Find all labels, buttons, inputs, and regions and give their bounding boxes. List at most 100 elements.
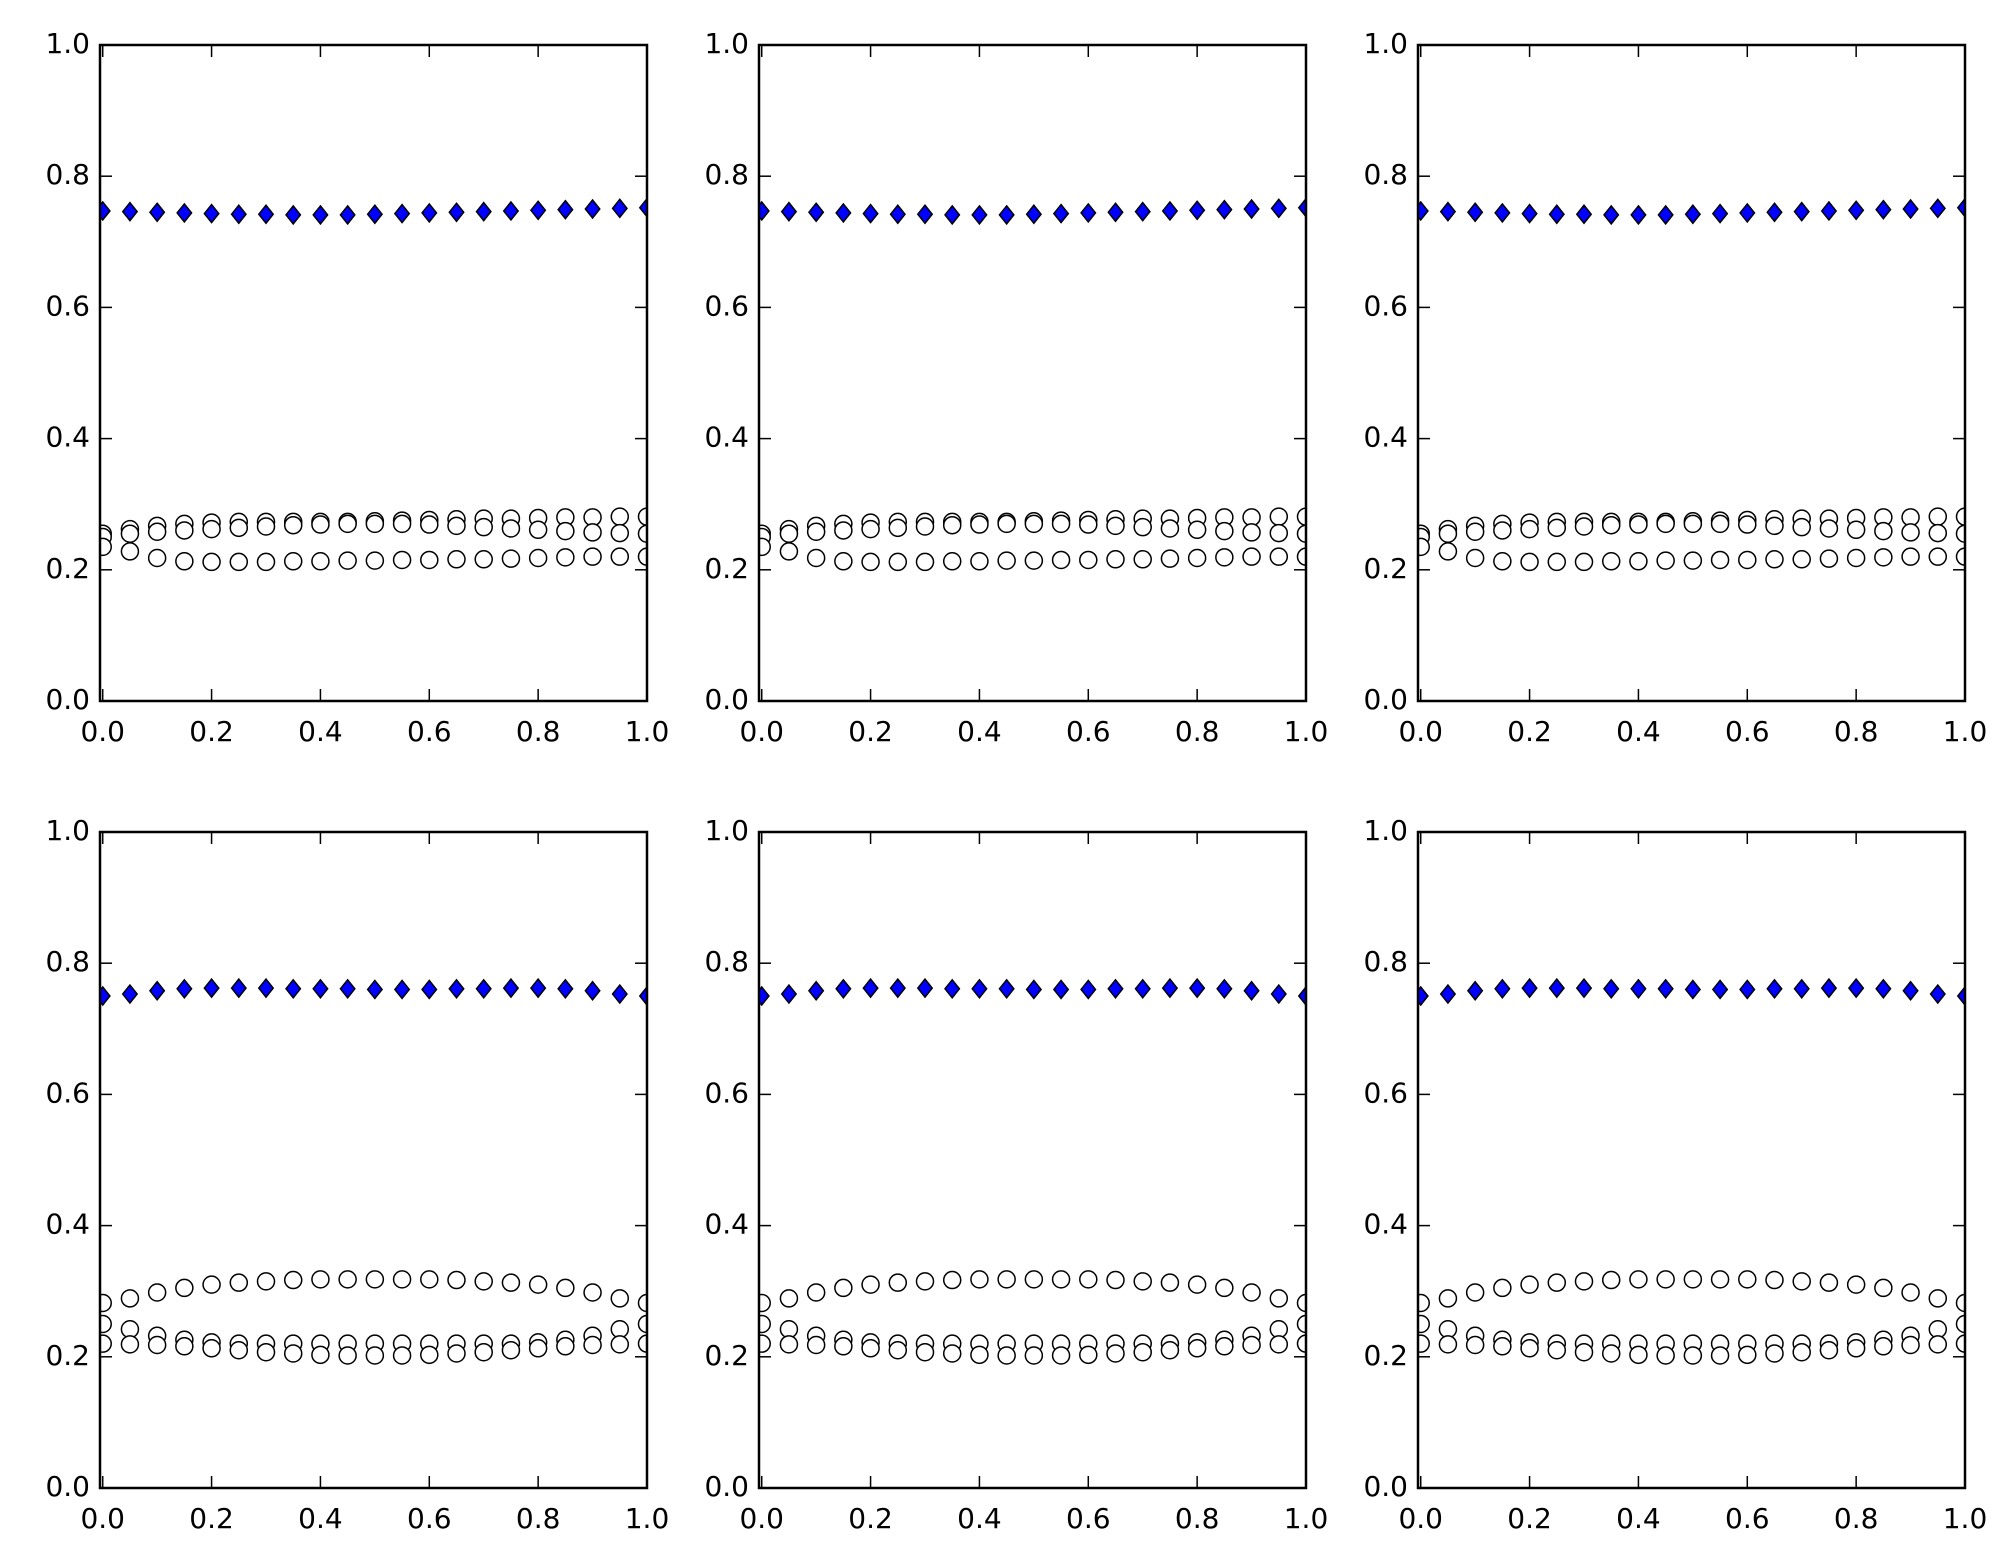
diamond-marker: [835, 202, 852, 224]
circle-marker: [861, 1275, 880, 1294]
x-tick-label: 0.4: [957, 715, 1002, 748]
circle-marker: [1574, 1342, 1594, 1362]
circle-marker: [1215, 1278, 1234, 1298]
x-tick-label: 1.0: [625, 715, 670, 748]
subplot: 0.0 0.2 0.4 0.6 0.8 1.0 0.0 0.2 0.4 0.6 0.8 1.0: [704, 27, 1328, 748]
circle-marker: [100, 537, 112, 557]
circle-marker: [120, 1289, 140, 1308]
circle-marker: [997, 551, 1016, 570]
circle-marker: [338, 551, 357, 570]
series: [1418, 977, 1965, 1007]
circle-marker: [1874, 1337, 1893, 1356]
circle-marker: [1901, 1335, 1920, 1355]
circle-marker: [1296, 524, 1306, 543]
y-tick-label: 0.6: [1363, 1076, 1408, 1109]
circle-marker: [637, 1314, 647, 1334]
circle-marker: [1629, 515, 1648, 534]
circle-marker: [1601, 515, 1621, 535]
circle-marker: [1187, 520, 1207, 540]
circle-marker: [447, 1344, 466, 1363]
y-tick-label: 0.0: [45, 683, 90, 716]
y-tick-label: 0.4: [1363, 1208, 1408, 1241]
circle-marker: [1710, 1346, 1730, 1365]
circle-marker: [1296, 1314, 1306, 1334]
x-tick-label: 0.2: [1507, 1502, 1552, 1535]
circle-marker: [1955, 1293, 1965, 1313]
diamond-marker: [393, 203, 411, 224]
diamond-marker: [203, 977, 220, 999]
diamond-marker: [1766, 978, 1783, 999]
circle-marker: [806, 1283, 826, 1302]
circle-marker: [1819, 549, 1839, 568]
spines: [98, 830, 649, 1490]
circle-marker: [1547, 1273, 1567, 1292]
circle-marker: [420, 1345, 439, 1365]
circle-marker: [501, 549, 521, 568]
circle-marker: [229, 552, 249, 572]
circle-marker: [1928, 507, 1948, 526]
subplot: 0.0 0.2 0.4 0.6 0.8 1.0 0.0 0.2 0.4 0.6 0.8 1.0: [45, 27, 669, 748]
circle-marker: [1574, 517, 1594, 536]
diamond-marker: [203, 203, 220, 224]
diamond-marker: [1052, 203, 1070, 224]
circle-marker: [1493, 1278, 1512, 1298]
circle-marker: [1656, 1346, 1675, 1365]
y-tick-label: 1.0: [704, 814, 749, 847]
circle-marker: [392, 1346, 412, 1365]
x-tick-label: 0.4: [1616, 715, 1661, 748]
circle-marker: [759, 537, 771, 557]
circle-marker: [147, 1335, 167, 1355]
subplot: 0.0 0.2 0.4 0.6 0.8 1.0 0.0 0.2 0.4 0.6 0.8 1.0: [704, 814, 1328, 1535]
circle-marker: [1438, 542, 1458, 561]
y-tick-label: 0.2: [45, 1339, 90, 1372]
circle-marker: [1024, 551, 1044, 570]
circle-marker: [1547, 518, 1567, 538]
series: [1418, 1334, 1965, 1365]
series: [100, 1334, 647, 1365]
y-tick-label: 0.0: [1363, 1470, 1408, 1503]
y-tick-label: 0.0: [704, 683, 749, 716]
circle-marker: [1874, 548, 1893, 567]
diamond-marker: [257, 204, 275, 225]
circle-marker: [1187, 1275, 1207, 1294]
circle-marker: [1547, 1340, 1567, 1360]
diamond-marker: [780, 983, 798, 1005]
circle-marker: [997, 1346, 1016, 1365]
x-tick-label: 1.0: [625, 1502, 670, 1535]
plot-area: [759, 832, 1306, 1488]
circle-marker: [1269, 507, 1289, 526]
y-tick-label: 0.2: [704, 1339, 749, 1372]
series: [759, 514, 1306, 547]
circle-marker: [970, 1270, 989, 1289]
circle-marker: [915, 552, 935, 572]
circle-marker: [759, 1314, 771, 1334]
diamond-marker: [366, 979, 384, 1000]
circle-marker: [1846, 1275, 1866, 1294]
diamond-marker: [230, 204, 247, 225]
circle-marker: [528, 1339, 548, 1358]
circle-marker: [1792, 517, 1811, 537]
y-tick-label: 0.6: [1363, 289, 1408, 322]
circle-marker: [474, 1342, 493, 1362]
x-tick-label: 0.8: [516, 715, 561, 748]
circle-marker: [283, 515, 303, 535]
diamond-marker: [1025, 979, 1043, 1000]
circle-marker: [175, 1278, 194, 1298]
series: [759, 537, 1306, 572]
diamond-marker: [889, 977, 906, 999]
diamond-marker: [475, 978, 492, 999]
circle-marker: [1493, 552, 1512, 571]
series: [759, 1334, 1306, 1365]
circle-marker: [779, 1289, 799, 1308]
diamond-marker: [1711, 203, 1729, 224]
circle-marker: [1928, 547, 1948, 566]
diamond-marker: [502, 200, 520, 222]
series: [1418, 1270, 1965, 1313]
diamond-marker: [1466, 980, 1484, 1001]
circle-marker: [1955, 507, 1965, 526]
circle-marker: [637, 547, 647, 566]
diamond-marker: [1297, 985, 1306, 1007]
x-tick-label: 1.0: [1943, 1502, 1988, 1535]
subplot: 0.0 0.2 0.4 0.6 0.8 1.0 0.0 0.2 0.4 0.6 0.8 1.0: [45, 814, 669, 1535]
circle-marker: [1819, 1273, 1839, 1292]
